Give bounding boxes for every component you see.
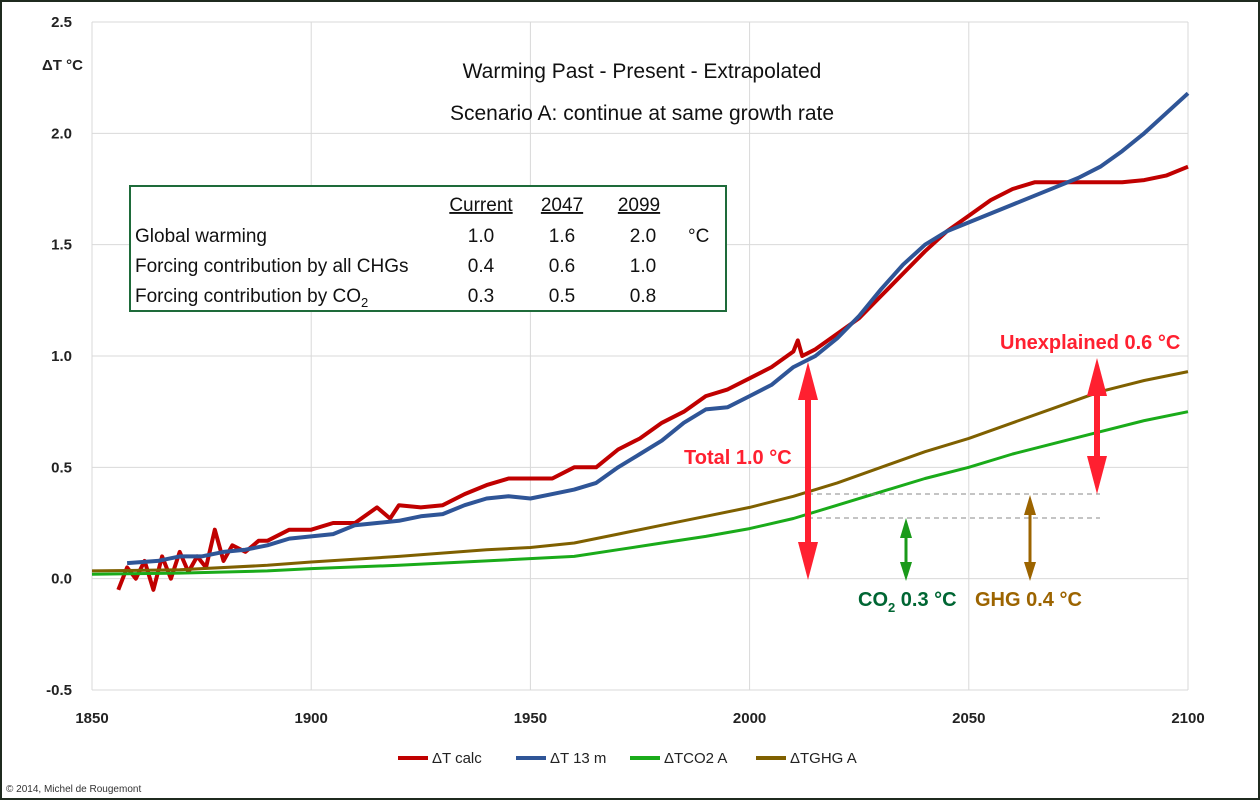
y-tick-label: 1.0 [51, 348, 72, 365]
x-tick-label: 2100 [1171, 710, 1204, 727]
y-tick-label: 2.0 [51, 125, 72, 142]
series-line--t-13-m [126, 91, 1190, 566]
series-line--tco2-a [91, 410, 1189, 576]
cell: 0.5 [549, 286, 575, 307]
y-tick-label: 2.5 [51, 14, 72, 31]
y-tick-label: 0.0 [51, 571, 72, 588]
table-row: Forcing contribution by all CHGs 0.4 0.6… [135, 256, 656, 277]
summary-table: Current 2047 2099 Global warming 1.0 1.6… [129, 185, 727, 312]
y-tick-label: -0.5 [46, 682, 72, 699]
y-tick-label: 0.5 [51, 459, 72, 476]
table-row: Forcing contribution by CO2 0.3 0.5 0.8 [135, 286, 656, 310]
cell: 0.8 [630, 286, 656, 307]
chart-subtitle: Scenario A: continue at same growth rate [450, 102, 834, 125]
cell: 0.3 [468, 286, 494, 307]
x-tick-label: 1950 [514, 710, 547, 727]
x-tick-label: 2000 [733, 710, 766, 727]
table-border [129, 185, 727, 312]
x-tick-label: 1850 [75, 710, 108, 727]
y-tick-label: 1.5 [51, 237, 72, 254]
table-header: 2047 [541, 195, 583, 216]
row-label: Forcing contribution by all CHGs [135, 256, 409, 277]
copyright: © 2014, Michel de Rougemont [6, 784, 141, 795]
cell: 0.6 [549, 256, 575, 277]
table-header: Current [449, 195, 513, 216]
legend-label: ΔTCO2 A [664, 750, 727, 767]
legend: ΔT calc ΔT 13 m ΔTCO2 A ΔTGHG A [398, 750, 857, 767]
unexplained-arrow [1087, 358, 1107, 494]
unexplained-label: Unexplained 0.6 °C [1000, 332, 1180, 354]
ghg-label: GHG 0.4 °C [975, 589, 1082, 611]
cell: 1.0 [630, 256, 656, 277]
row-label: Forcing contribution by CO2 [135, 286, 368, 310]
table-row: Global warming 1.0 1.6 2.0 °C [135, 226, 709, 247]
axes: -0.5 0.0 0.5 1.0 1.5 2.0 2.5 1850 1900 1950 2000 20… [46, 14, 1205, 727]
co2-arrow [900, 518, 912, 581]
legend-label: ΔT 13 m [550, 750, 606, 767]
total-arrow [798, 362, 818, 580]
series-group [91, 91, 1190, 592]
chart-title: Warming Past - Present - Extrapolated [463, 60, 822, 83]
co2-label: CO2 0.3 °C [858, 589, 957, 615]
row-label: Global warming [135, 226, 267, 247]
cell: 0.4 [468, 256, 495, 277]
cell: 1.0 [468, 226, 494, 247]
cell: 2.0 [630, 226, 656, 247]
series-line--tghg-a [91, 370, 1189, 573]
cell: 1.6 [549, 226, 575, 247]
table-header: 2099 [618, 195, 660, 216]
total-label: Total 1.0 °C [684, 447, 792, 469]
ghg-arrow [1024, 495, 1036, 581]
legend-label: ΔTGHG A [790, 750, 857, 767]
x-tick-label: 2050 [952, 710, 985, 727]
y-axis-label: ΔT °C [42, 57, 83, 74]
unit: °C [688, 226, 709, 247]
legend-label: ΔT calc [432, 750, 482, 767]
x-tick-label: 1900 [295, 710, 328, 727]
series-line--t-calc [116, 164, 1189, 592]
